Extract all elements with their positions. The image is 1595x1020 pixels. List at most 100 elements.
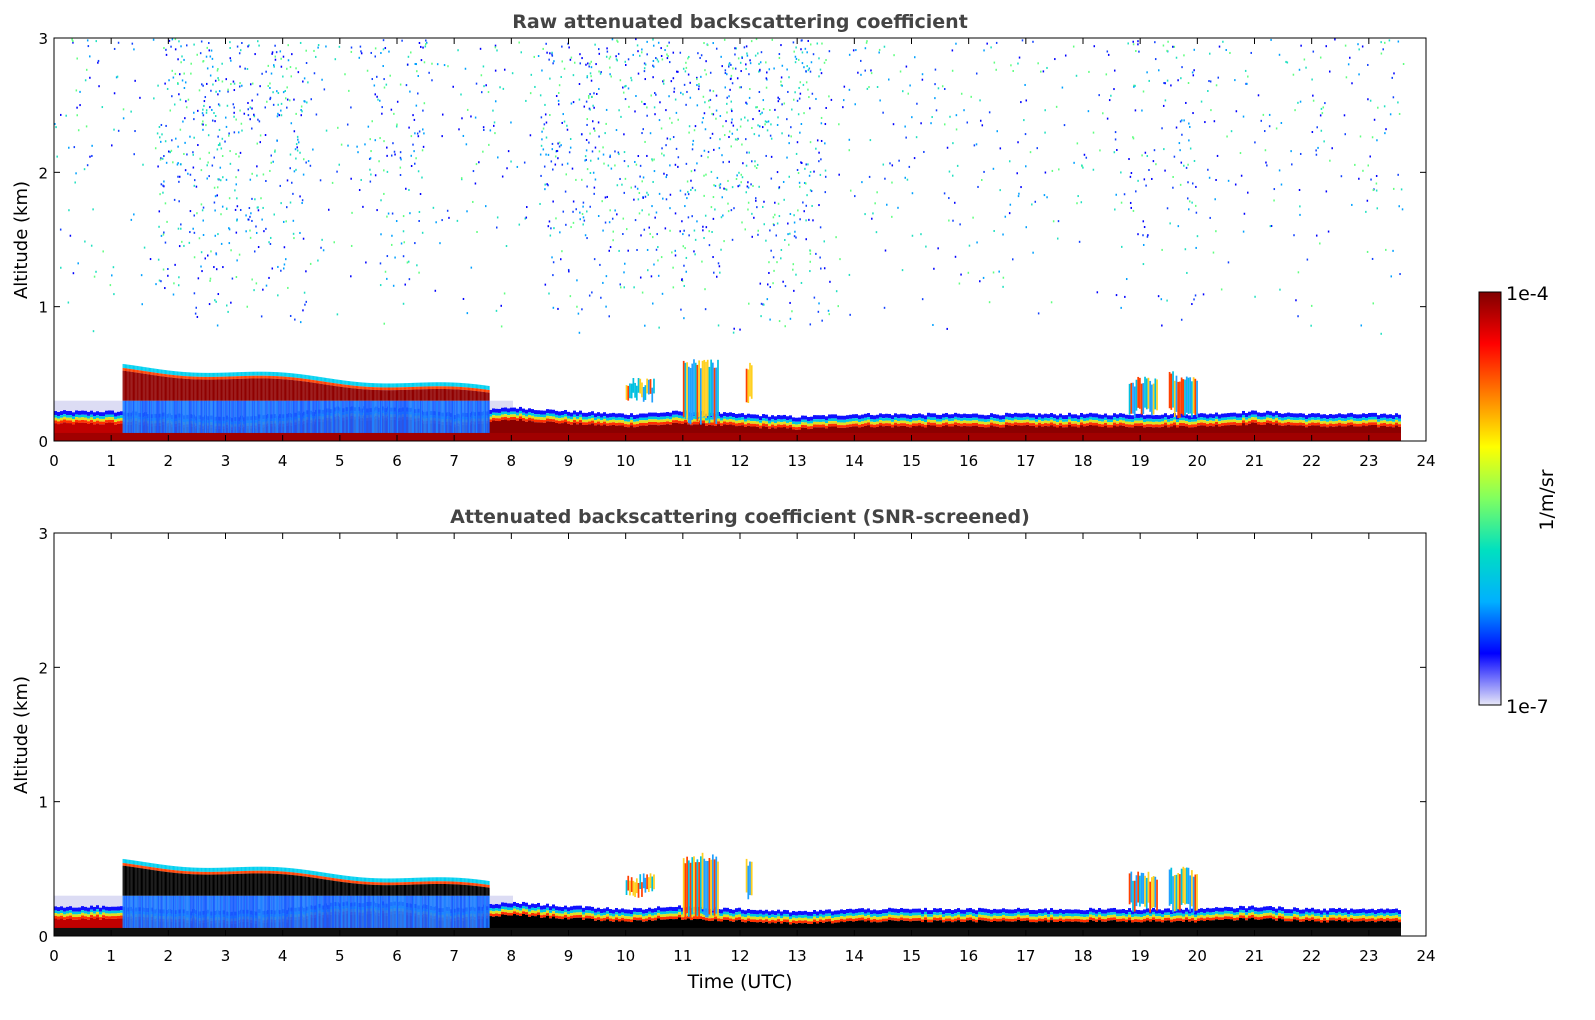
heatmap-cell <box>143 370 145 374</box>
heatmap-cell <box>1167 432 1170 441</box>
heatmap-cell <box>897 421 900 424</box>
heatmap-cell <box>387 432 390 441</box>
heatmap-cell <box>1191 432 1194 441</box>
heatmap-cell <box>804 422 807 426</box>
heatmap-cell <box>597 412 600 417</box>
heatmap-cell <box>1269 411 1272 416</box>
heatmap-cell <box>231 432 234 441</box>
heatmap-cell <box>450 389 452 401</box>
noise-speckle <box>177 162 179 165</box>
noise-speckle <box>408 188 410 191</box>
heatmap-cell <box>279 376 281 380</box>
heatmap-cell <box>1263 432 1266 441</box>
heatmap-cell <box>1227 432 1230 441</box>
heatmap-cell <box>519 413 522 417</box>
heatmap-cell <box>1257 424 1260 441</box>
heatmap-cell <box>816 432 819 441</box>
heatmap-cell <box>479 391 481 401</box>
noise-speckle <box>1164 99 1167 102</box>
noise-speckle <box>1092 131 1095 134</box>
heatmap-cell <box>368 386 370 390</box>
heatmap-cell <box>1362 419 1365 423</box>
heatmap-cell <box>645 432 648 441</box>
heatmap-cell <box>666 432 669 441</box>
heatmap-cell <box>1347 422 1350 426</box>
noise-speckle <box>1260 119 1263 122</box>
noise-speckle <box>1123 193 1126 196</box>
heatmap-cell <box>1182 413 1185 418</box>
heatmap-cell <box>350 388 352 401</box>
noise-speckle <box>848 149 851 152</box>
heatmap-cell <box>1137 423 1140 427</box>
heatmap-cell <box>768 423 771 427</box>
heatmap-cell <box>299 380 301 401</box>
heatmap-cell <box>435 388 438 401</box>
heatmap-cell <box>501 400 504 408</box>
heatmap-cell <box>215 372 217 377</box>
noise-speckle <box>1179 149 1181 152</box>
heatmap-cell <box>1056 424 1059 428</box>
heatmap-cell <box>57 424 60 441</box>
heatmap-cell <box>259 375 261 379</box>
heatmap-cell <box>918 422 921 426</box>
heatmap-cell <box>1248 411 1251 416</box>
heatmap-cell <box>387 400 389 433</box>
heatmap-cell <box>1320 423 1323 427</box>
heatmap-cell <box>726 422 729 425</box>
noise-speckle <box>640 234 642 237</box>
heatmap-cell <box>1104 432 1107 441</box>
heatmap-cell <box>338 379 340 384</box>
heatmap-cell <box>738 417 741 421</box>
heatmap-cell <box>960 423 963 427</box>
heatmap-cell <box>111 414 114 418</box>
heatmap-cell <box>390 387 392 391</box>
heatmap-cell <box>426 432 429 441</box>
heatmap-cell <box>762 432 765 441</box>
heatmap-cell <box>1185 421 1188 424</box>
heatmap-cell <box>256 400 258 433</box>
noise-speckle <box>732 67 734 70</box>
heatmap-cell <box>209 400 211 433</box>
heatmap-cell <box>849 418 852 422</box>
heatmap-cell <box>1194 421 1197 425</box>
heatmap-cell <box>1041 423 1044 427</box>
heatmap-cell <box>232 376 234 380</box>
heatmap-cell <box>1245 432 1248 441</box>
heatmap-cell <box>1356 423 1359 427</box>
heatmap-cell <box>273 371 275 377</box>
noise-speckle <box>905 136 907 139</box>
heatmap-cell <box>882 418 885 421</box>
heatmap-cell <box>410 400 412 433</box>
heatmap-cell <box>388 387 391 391</box>
heatmap-cell <box>1338 413 1341 418</box>
heatmap-cell <box>117 423 120 441</box>
heatmap-cell <box>339 432 342 441</box>
heatmap-cell <box>96 417 99 421</box>
noise-speckle <box>1157 295 1160 298</box>
heatmap-cell <box>249 378 251 401</box>
heatmap-cell <box>439 382 441 387</box>
noise-speckle <box>585 158 588 161</box>
heatmap-cell <box>756 418 759 422</box>
heatmap-cell <box>472 383 474 389</box>
noise-speckle <box>1297 271 1300 274</box>
heatmap-cell <box>975 413 978 418</box>
heatmap-cell <box>522 417 525 421</box>
heatmap-cell <box>696 364 699 422</box>
heatmap-cell <box>1209 417 1212 421</box>
heatmap-cell <box>735 418 738 421</box>
heatmap-cell <box>1107 419 1110 423</box>
heatmap-cell <box>236 400 239 433</box>
heatmap-cell <box>266 371 268 376</box>
noise-speckle <box>786 68 788 71</box>
heatmap-cell <box>401 387 403 390</box>
heatmap-cell <box>723 412 726 417</box>
heatmap-cell <box>603 424 606 441</box>
heatmap-cell <box>888 423 891 427</box>
heatmap-cell <box>1368 422 1371 426</box>
noise-speckle <box>717 324 720 327</box>
heatmap-cell <box>615 417 618 421</box>
heatmap-cell <box>855 418 858 421</box>
heatmap-cell <box>424 382 426 387</box>
noise-speckle <box>1191 182 1194 185</box>
